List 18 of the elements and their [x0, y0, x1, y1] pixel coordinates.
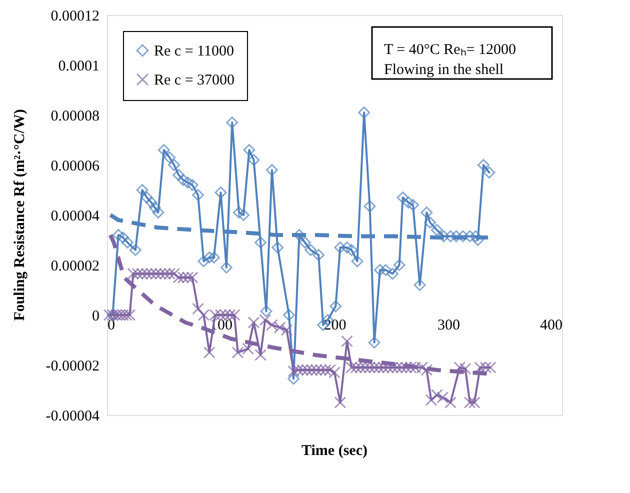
y-tick-label: 0.00012 — [50, 8, 100, 24]
y-tick-label: 0.00002 — [50, 258, 100, 274]
annotation: T = 40°C Reₕ= 12000 — [384, 42, 516, 58]
y-axis-title: Fouling Resistance Rf (m²·°C/W) — [12, 109, 28, 321]
y-tick-label: -0.00004 — [46, 408, 100, 424]
x-tick-label: 300 — [438, 318, 460, 334]
x-tick-label: 0 — [108, 318, 115, 334]
y-tick-label: 0.0001 — [58, 58, 100, 74]
x-axis-title: Time (sec) — [302, 443, 368, 459]
x-tick-label: 200 — [324, 318, 346, 334]
x-tick-label: 400 — [540, 318, 562, 334]
y-tick-label: 0.00008 — [50, 108, 100, 124]
legend-label: Re c = 37000 — [154, 72, 235, 88]
legend-label: Re c = 11000 — [154, 44, 234, 60]
y-tick-label: 0.00006 — [50, 158, 100, 174]
y-tick-label: 0.00004 — [50, 208, 100, 224]
annotation: Flowing in the shell — [384, 62, 504, 78]
y-tick-label: -0.00002 — [46, 358, 100, 374]
